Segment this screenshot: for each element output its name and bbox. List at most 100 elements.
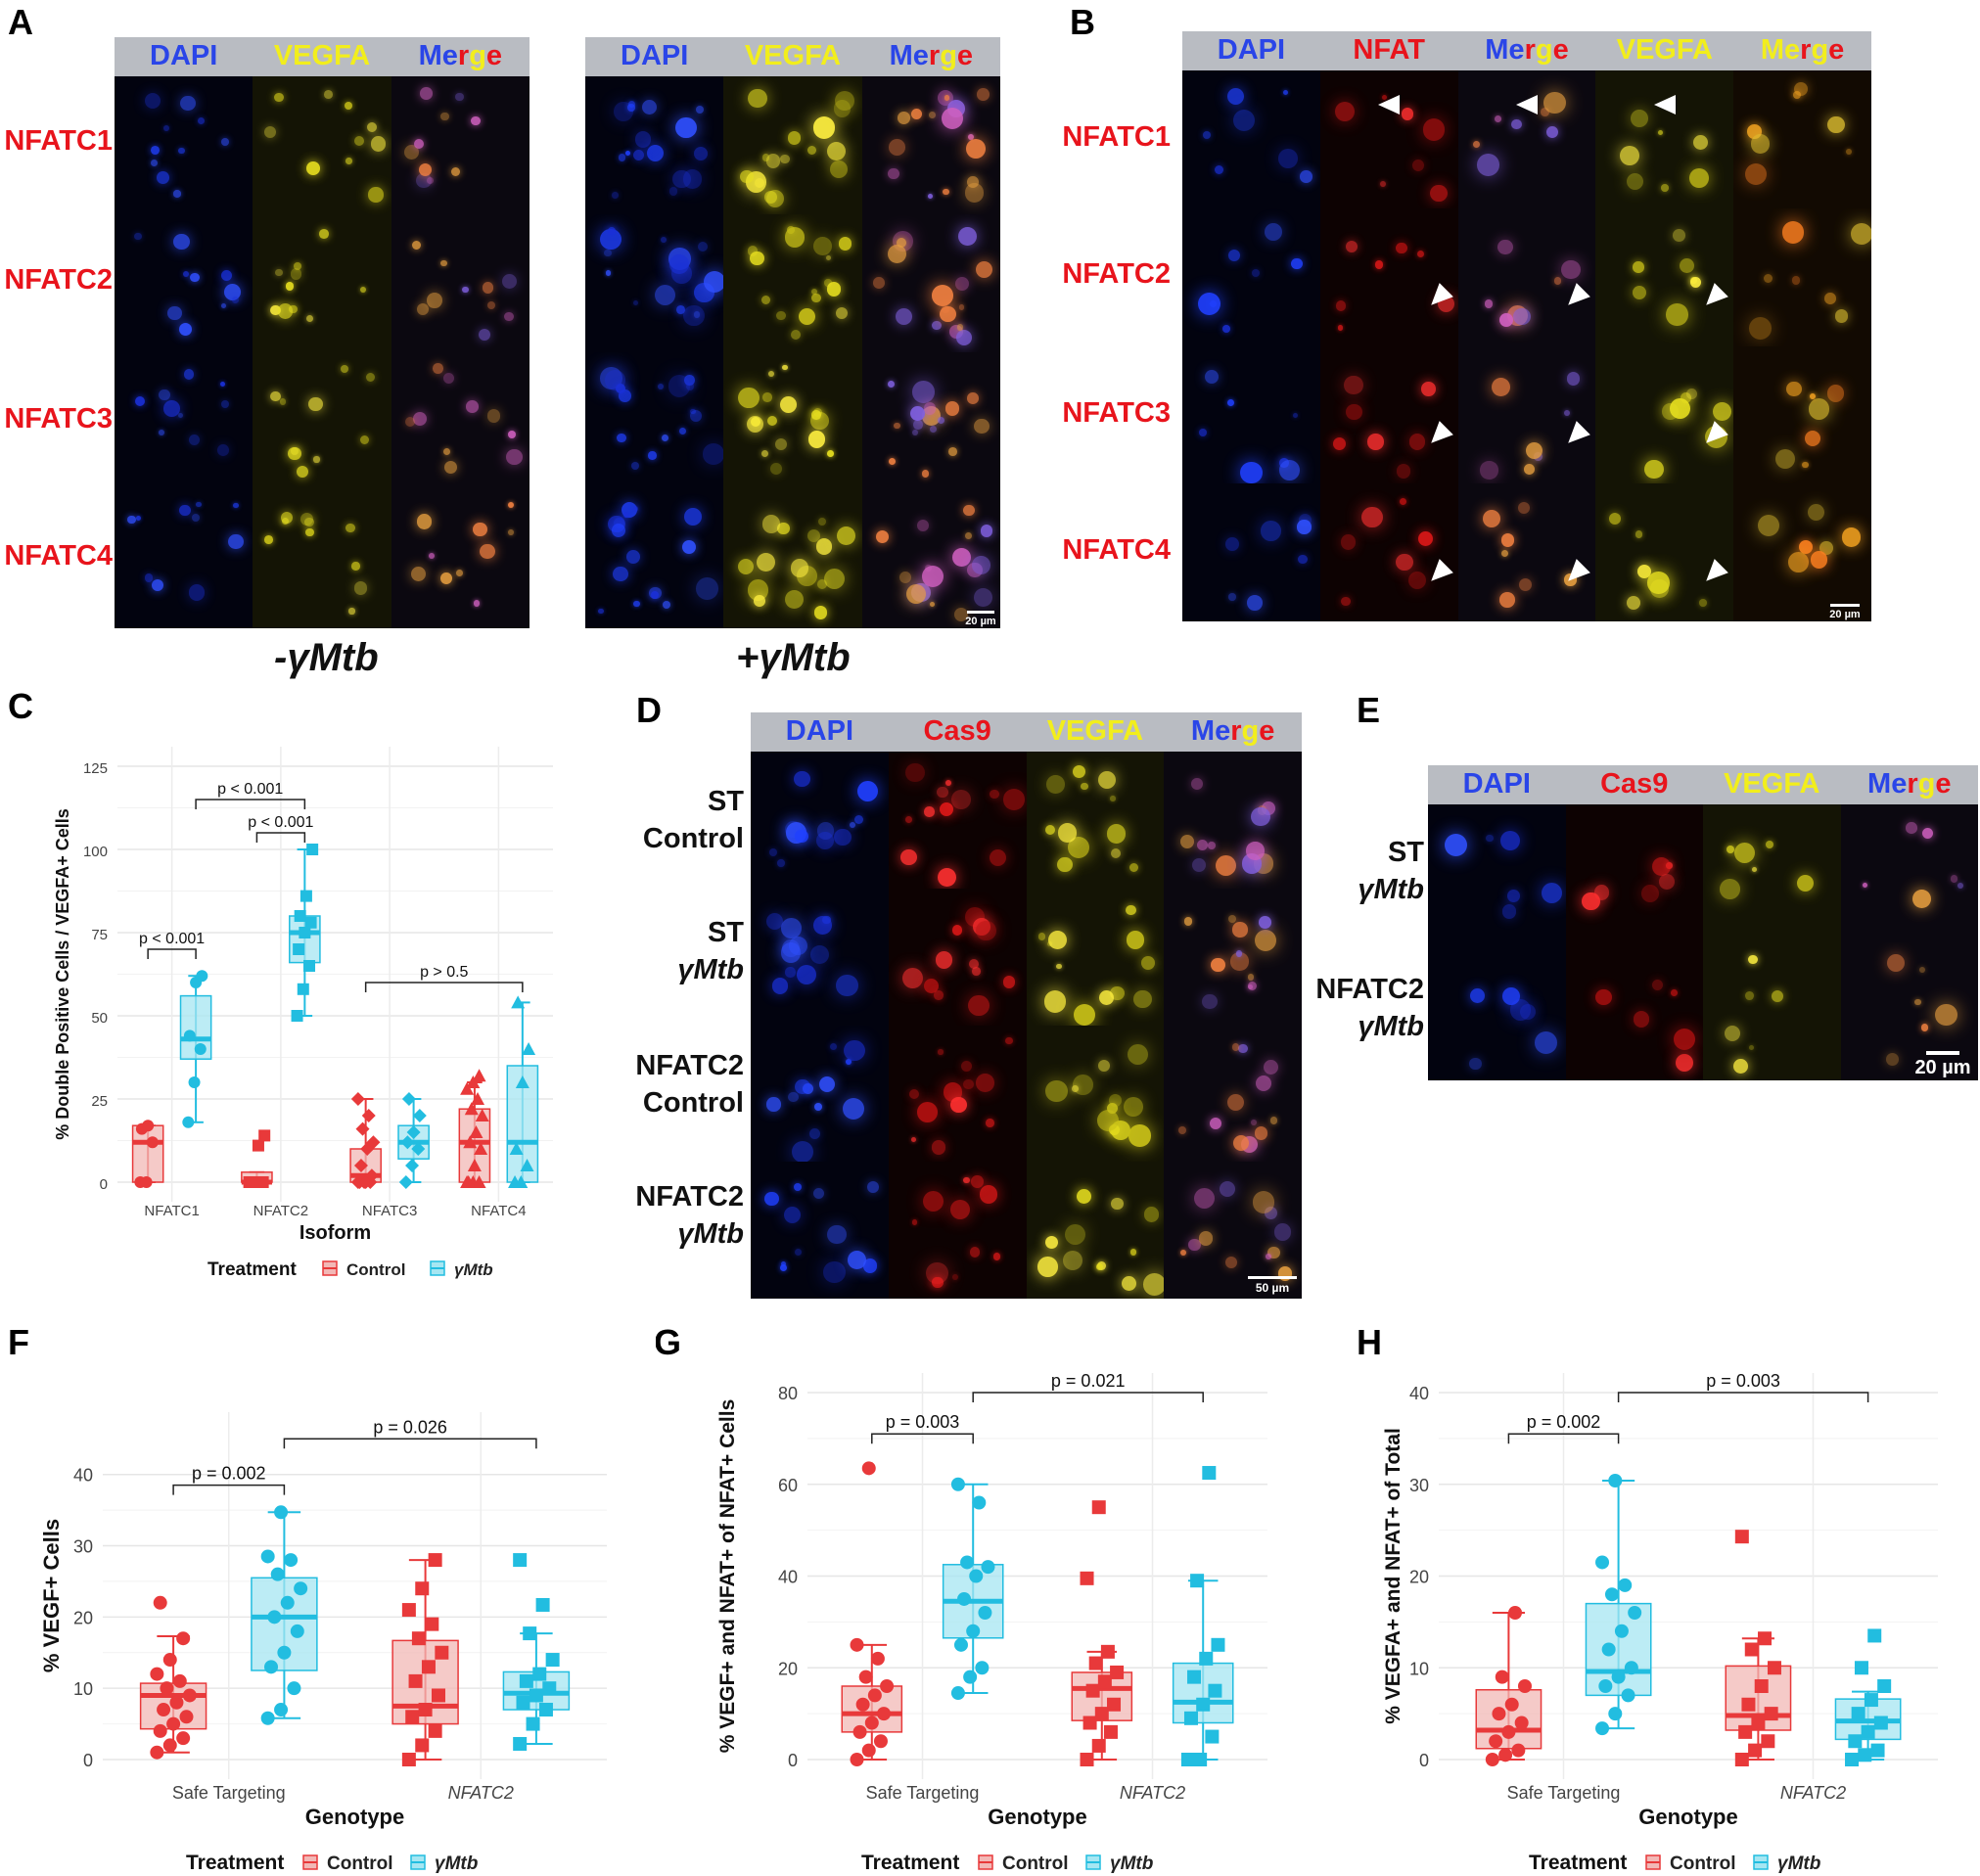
panel-d-image-grid bbox=[751, 752, 1302, 1299]
data-point bbox=[870, 1651, 885, 1666]
data-point bbox=[153, 1595, 167, 1610]
data-point bbox=[277, 1645, 292, 1660]
data-point bbox=[1202, 1466, 1217, 1481]
data-point bbox=[1621, 1688, 1635, 1703]
y-tick-label: 125 bbox=[83, 760, 108, 777]
box-control bbox=[1071, 1500, 1133, 1766]
y-tick-label: 100 bbox=[83, 844, 108, 860]
data-point bbox=[405, 1710, 420, 1724]
legend-title: Treatment bbox=[1529, 1852, 1627, 1874]
x-tick-label: Safe Targeting bbox=[1507, 1783, 1621, 1803]
micrograph-tile-red bbox=[888, 888, 1027, 1026]
data-point bbox=[972, 1495, 987, 1510]
panel-e-letter: E bbox=[1357, 690, 1381, 730]
micrograph-tile-vegfa bbox=[253, 214, 391, 352]
data-point bbox=[153, 1723, 167, 1738]
micrograph-tile-dapi bbox=[585, 490, 724, 628]
panel-d-row-label: ST γMtb bbox=[677, 917, 744, 985]
micrograph-tile-dapi bbox=[1182, 345, 1320, 484]
data-point bbox=[1514, 1716, 1529, 1730]
legend-item-ymtb: γMtb bbox=[1085, 1853, 1154, 1874]
data-point bbox=[963, 1670, 978, 1684]
micrograph-tile-dapi bbox=[1182, 483, 1320, 621]
y-axis-title: % VEGF+ and NFAT+ of NFAT+ Cells bbox=[716, 1399, 739, 1754]
legend-label: γMtb bbox=[435, 1853, 479, 1874]
micrograph-tile-merge bbox=[1164, 1162, 1302, 1299]
data-point bbox=[291, 1010, 303, 1022]
panel-g-chart: 0 20 40 60 80 Safe Targeting NFATC2 p = 0.003 p … bbox=[656, 1322, 1267, 1874]
significance-bracket: p < 0.001 bbox=[248, 814, 314, 843]
data-point bbox=[1611, 1670, 1626, 1684]
panel-d-letter: D bbox=[636, 690, 662, 730]
header-vegfa: VEGFA bbox=[1616, 34, 1713, 66]
data-point bbox=[1489, 1734, 1503, 1749]
data-point bbox=[957, 1591, 972, 1606]
condition-plus-ymtb: +γMtb bbox=[736, 636, 851, 679]
x-tick-label: NFATC2 bbox=[1780, 1783, 1846, 1803]
bracket-line bbox=[1617, 1392, 1869, 1402]
micrograph-tile-merge bbox=[1457, 207, 1596, 346]
data-point bbox=[267, 1610, 282, 1624]
micrograph-tile-merge bbox=[1840, 942, 1978, 1080]
data-point bbox=[1741, 1697, 1756, 1712]
box-control bbox=[139, 1595, 207, 1760]
micrograph-tile-red bbox=[1319, 207, 1458, 346]
bracket-line bbox=[972, 1392, 1204, 1402]
y-tick-label: 0 bbox=[83, 1751, 93, 1770]
panel-a-scale-bar: 20 µm bbox=[961, 611, 1000, 627]
data-point bbox=[408, 1673, 423, 1688]
data-point bbox=[415, 1738, 430, 1753]
bracket-line bbox=[172, 1484, 286, 1495]
y-tick-label: 40 bbox=[73, 1466, 93, 1486]
data-point bbox=[535, 1597, 550, 1612]
data-point bbox=[304, 916, 317, 929]
data-point bbox=[294, 910, 306, 922]
data-point bbox=[950, 1477, 965, 1491]
micrograph-tile-mergeY bbox=[1733, 70, 1871, 208]
data-point bbox=[532, 1667, 547, 1681]
header-nfat: NFAT bbox=[1353, 34, 1425, 66]
header-vegfa: VEGFA bbox=[744, 40, 842, 71]
data-point bbox=[519, 1673, 533, 1688]
panel-d-row-label: NFATC2 Control bbox=[635, 1050, 744, 1119]
data-point bbox=[1598, 1679, 1613, 1693]
y-axis-title: % VEGF+ Cells bbox=[39, 1519, 64, 1672]
y-tick-label: 10 bbox=[1409, 1659, 1429, 1678]
legend-label: γMtb bbox=[1110, 1853, 1154, 1874]
data-point bbox=[1205, 1729, 1220, 1744]
x-axis-title: Genotype bbox=[988, 1805, 1086, 1829]
data-point bbox=[428, 1553, 442, 1568]
panel-d-row-label: ST Control bbox=[642, 786, 744, 854]
y-tick-label: 30 bbox=[1409, 1476, 1429, 1495]
header-merge: Merge bbox=[889, 40, 974, 71]
data-point bbox=[1748, 1743, 1763, 1758]
micrograph-tile-red bbox=[1319, 483, 1458, 621]
micrograph-tile-vegfa bbox=[253, 352, 391, 490]
y-tick-label: 0 bbox=[1419, 1751, 1429, 1770]
micrograph-tile-vegfa bbox=[253, 490, 391, 628]
data-point bbox=[1485, 1753, 1499, 1766]
box-ymtb bbox=[397, 1092, 430, 1189]
data-point bbox=[350, 1092, 365, 1106]
data-point bbox=[431, 1688, 445, 1703]
box-control bbox=[131, 1120, 164, 1188]
box-iqr bbox=[131, 1124, 164, 1183]
panel-letter: G bbox=[656, 1322, 681, 1362]
data-point bbox=[166, 1716, 181, 1731]
significance-bracket: p = 0.002 bbox=[172, 1464, 286, 1495]
legend-label: γMtb bbox=[1777, 1853, 1821, 1874]
data-point bbox=[1734, 1530, 1749, 1544]
data-point bbox=[1761, 1734, 1775, 1749]
data-point bbox=[466, 1075, 481, 1088]
data-point bbox=[1851, 1707, 1865, 1721]
panel-b-image-grid bbox=[1182, 70, 1871, 621]
data-point bbox=[252, 1139, 264, 1152]
panel-letter: C bbox=[8, 686, 33, 726]
legend: Treatment Control γMtb bbox=[207, 1259, 493, 1280]
data-point bbox=[287, 1681, 301, 1696]
header-dapi: DAPI bbox=[621, 40, 689, 71]
data-point bbox=[1608, 1707, 1623, 1721]
data-point bbox=[1601, 1642, 1616, 1657]
data-point bbox=[294, 1581, 308, 1596]
data-point bbox=[258, 1129, 271, 1142]
